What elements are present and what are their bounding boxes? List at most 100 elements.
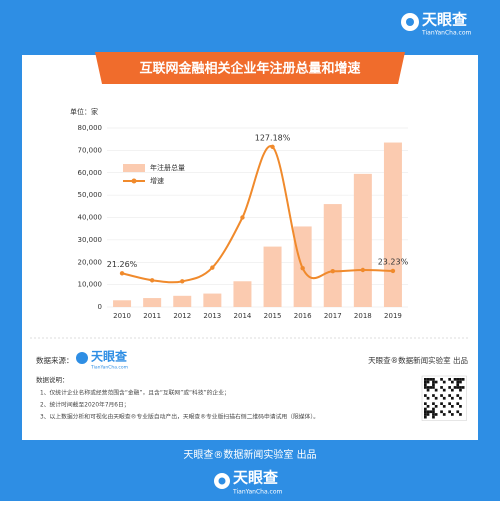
unit-label: 单位：家 [70,107,98,116]
footer-logo-eye [218,477,226,485]
qr-cell [424,402,427,405]
x-tick-label: 2019 [384,312,402,320]
y-tick-label: 0 [98,303,102,311]
qr-code [421,375,467,421]
source-logo: 天眼查 [91,349,128,364]
value-label: 127.18% [255,133,291,142]
y-tick-label: 70,000 [78,146,103,154]
qr-cell [459,413,462,416]
qr-cell [456,402,460,405]
qr-cell [442,405,446,408]
legend-label: 增速 [150,176,164,185]
qr-cell [448,386,451,389]
y-tick-label: 80,000 [78,124,103,132]
qr-cell [459,380,462,384]
logo-text: 天眼查 [422,11,468,29]
qr-cell [432,386,435,389]
qr-cell [456,380,460,384]
footer-credit: 天眼查®数据新闻实验室 出品 [183,448,316,461]
qr-cell [434,405,438,408]
bar [173,295,192,307]
y-tick-label: 40,000 [78,214,103,222]
qr-cell [424,383,427,387]
qr-cell [426,405,430,408]
qr-cell [426,396,430,400]
logo-eye [406,18,414,26]
x-tick-label: 2015 [264,312,282,320]
growth-point [119,271,125,276]
qr-cell [459,386,462,389]
qr-cell [448,410,451,414]
source-credit: 天眼查®数据新闻实验室 出品 [368,355,468,365]
qr-cell [440,386,443,389]
qr-cell [456,394,460,397]
x-tick-label: 2011 [143,312,161,320]
notes-title: 数据说明： [36,375,69,384]
qr-cell [453,378,457,381]
qr-cell [424,394,427,397]
qr-cell [426,410,430,414]
qr-cell [434,388,438,392]
value-label: 23.23% [378,257,409,266]
plot: 0 10,000 20,000 30,000 40,000 50,000 60,000 70,… [78,124,409,320]
qr-cell [432,413,435,416]
top-logo: 天眼查 TianYanCha.com [401,11,471,37]
qr-cell [456,410,460,414]
growth-line [121,145,393,284]
x-tick-label: 2016 [294,312,312,320]
qr-cell [424,413,427,416]
qr-cell [429,410,433,414]
qr-cell [432,415,435,419]
growth-point [390,268,396,274]
title-banner [95,52,405,84]
qr-cell [453,386,457,389]
y-tick-label: 10,000 [78,281,103,289]
source-logo-icon [76,352,88,364]
x-tick-label: 2017 [324,312,342,320]
qr-cell [451,380,454,384]
bar [203,293,222,307]
growth-point [360,267,366,273]
qr-cell [424,407,427,411]
qr-cell [424,378,427,381]
qr-cell [456,386,460,389]
qr-cell [426,386,430,389]
legend-swatch [131,178,137,184]
qr-cell [432,380,435,384]
qr-cell [456,378,460,381]
qr-cell [442,413,446,416]
value-label: 21.26% [107,260,138,269]
qr-cell [451,413,454,416]
bar [233,281,252,307]
note: 1、仅统计企业名称或经营范围含“金融”，且含“互联网”或“科技”的企业； [40,389,230,397]
qr-cell [451,388,454,392]
footer-logo: 天眼查 [233,469,279,487]
qr-cell [424,410,427,414]
growth-point [270,144,275,150]
qr-cell [432,383,435,387]
qr-cell [448,394,451,397]
qr-cell [424,386,427,389]
growth-point [149,278,155,283]
qr-cell [440,378,443,381]
y-tick-label: 60,000 [78,169,103,177]
qr-cell [459,405,462,408]
qr-cell [440,394,443,397]
growth-point [180,279,185,284]
x-tick-label: 2010 [113,312,131,320]
qr-cell [426,413,430,416]
qr-cell [451,396,454,400]
qr-cell [432,402,435,405]
qr-cell [442,388,446,392]
qr-cell [459,388,462,392]
growth-point [330,269,335,274]
x-tick-label: 2012 [173,312,191,320]
qr-cell [432,378,435,381]
qr-cell [434,413,438,416]
y-tick-label: 20,000 [78,258,103,266]
qr-cell [459,396,462,400]
qr-cell [434,396,438,400]
source-label: 数据来源： [36,355,74,365]
source-logo-url: TianYanCha.com [90,365,128,371]
qr-cell [448,402,451,405]
